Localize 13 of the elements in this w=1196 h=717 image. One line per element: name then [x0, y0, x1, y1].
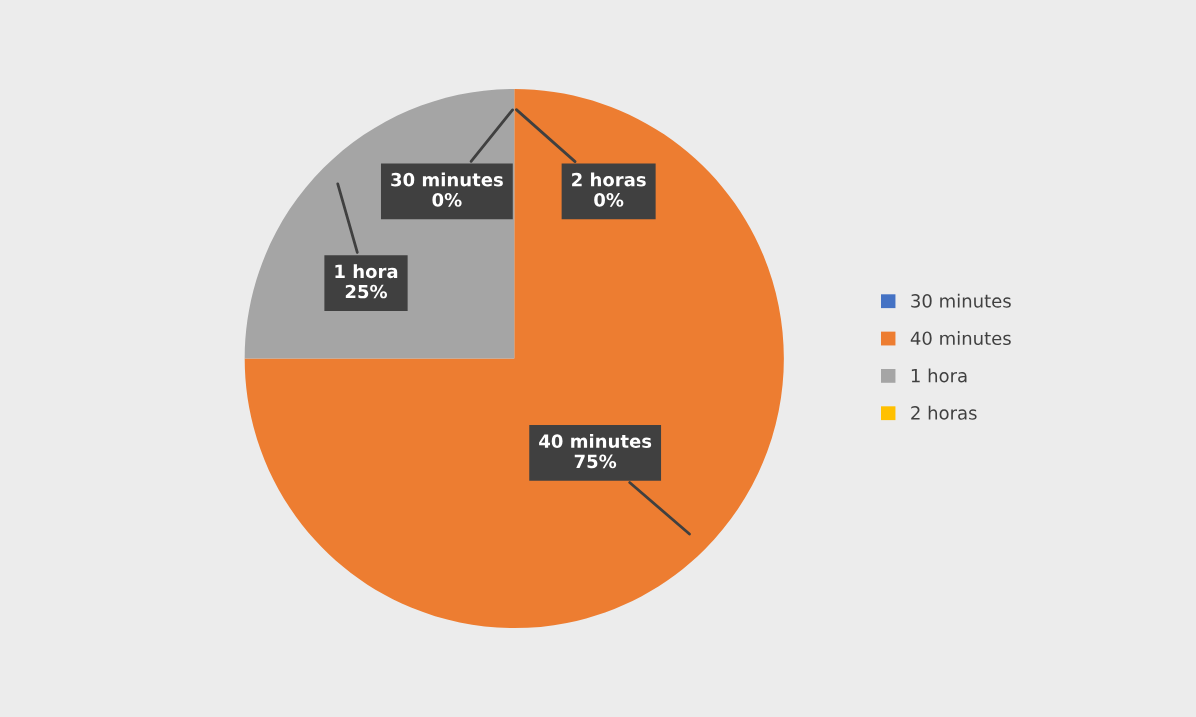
data-label: 25% — [345, 284, 388, 299]
pie-slice — [244, 88, 784, 629]
category-label: 2 horas — [572, 172, 646, 187]
category-label: 30 minutes — [391, 172, 503, 187]
data-label: 75% — [574, 454, 617, 469]
legend-label: 30 minutes — [911, 293, 1011, 308]
text: 0% — [432, 193, 462, 207]
slice-label: 40 minutes — [539, 434, 652, 448]
legend-label: 1 hora — [911, 368, 967, 383]
text: 0% — [594, 193, 624, 207]
legend-label: 2 horas — [911, 405, 977, 420]
legend-label: 40 minutes — [910, 331, 1011, 346]
slice-label: 1 hora — [335, 264, 398, 279]
